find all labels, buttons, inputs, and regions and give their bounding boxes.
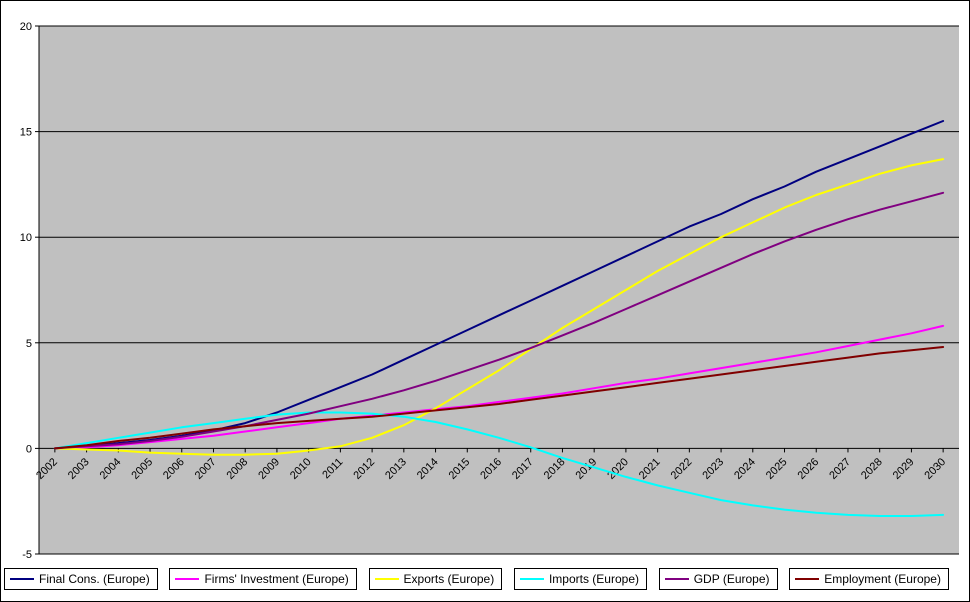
y-axis-tick-label: -5 [22,549,32,561]
legend-item-firms-investment-europe: Firms' Investment (Europe) [169,568,357,590]
legend-label: Final Cons. (Europe) [39,572,150,586]
legend-label: Firms' Investment (Europe) [204,572,349,586]
legend-label: GDP (Europe) [693,572,770,586]
legend-label: Employment (Europe) [824,572,941,586]
legend-label: Exports (Europe) [403,572,495,586]
y-axis-tick-label: 5 [26,338,32,350]
legend-swatch-line [519,578,544,580]
legend-swatch-line [795,578,820,580]
legend-item-final-cons-europe: Final Cons. (Europe) [4,568,158,590]
legend-item-imports-europe: Imports (Europe) [513,568,647,590]
legend-swatch-line [175,578,200,580]
legend-label: Imports (Europe) [548,572,639,586]
legend-swatch-line [374,578,399,580]
y-axis-tick-label: 0 [26,443,32,455]
legend-item-exports-europe: Exports (Europe) [368,568,503,590]
legend-item-gdp-europe: GDP (Europe) [658,568,778,590]
y-axis-tick-label: 20 [20,21,32,33]
legend-item-employment-europe: Employment (Europe) [789,568,949,590]
y-axis-tick-label: 10 [20,232,32,244]
series-line-employment-europe [53,346,945,450]
legend-swatch-line [664,578,689,580]
legend-swatch-line [10,578,34,580]
series-line-final-cons-europe [53,120,945,450]
series-line-imports-europe [53,411,945,517]
series-line-firms-investment-europe [53,324,945,450]
series-line-gdp-europe [53,191,945,450]
series-line-exports-europe [53,158,945,456]
plot-area [39,26,959,554]
legend: Final Cons. (Europe) Firms' Investment (E… [4,568,949,590]
y-axis-tick-label: 15 [20,127,32,139]
